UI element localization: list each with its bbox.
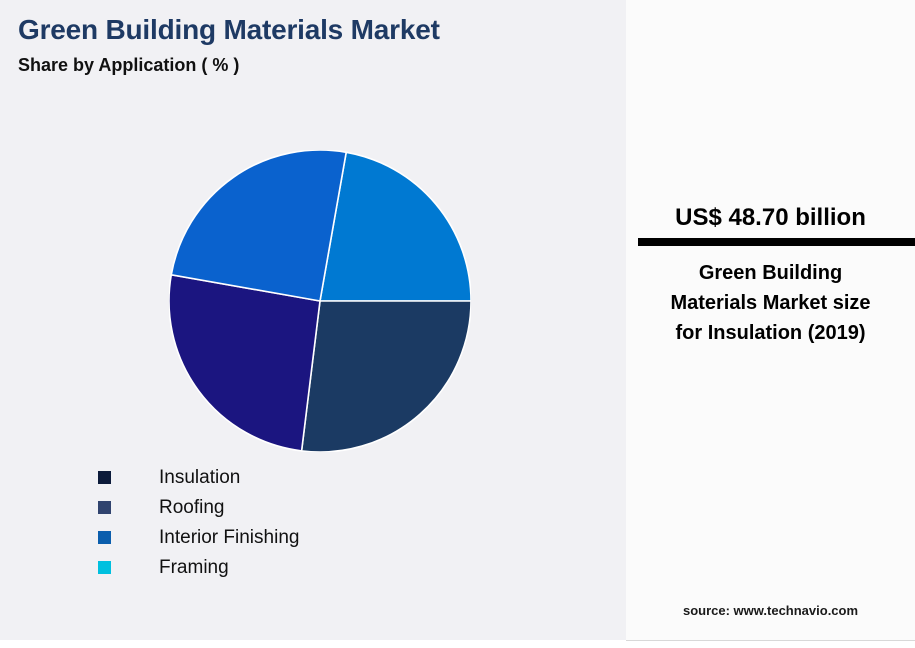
- legend-item-interior-finishing[interactable]: Interior Finishing: [98, 522, 518, 552]
- chart-legend: Insulation Roofing Interior Finishing Fr…: [98, 462, 518, 582]
- legend-item-label: Interior Finishing: [159, 526, 300, 548]
- legend-item-label: Insulation: [159, 466, 241, 488]
- title-block: Green Building Materials Market Share by…: [18, 12, 598, 77]
- callout-description: Green Building Materials Market size for…: [670, 262, 871, 345]
- legend-item-framing[interactable]: Framing: [98, 552, 518, 582]
- pie-chart-svg: [169, 150, 471, 452]
- bottom-strip: [0, 640, 915, 648]
- legend-swatch-icon: [98, 560, 111, 574]
- pie-slice-insulation[interactable]: [169, 273, 321, 452]
- callout-panel: US$ 48.70 billion Green Building Materia…: [626, 0, 915, 640]
- legend-swatch-icon: [98, 500, 111, 514]
- legend-item-label: Roofing: [159, 496, 225, 518]
- legend-item-roofing[interactable]: Roofing: [98, 492, 518, 522]
- callout-value: US$ 48.70 billion: [675, 204, 866, 231]
- bottom-hairline: [626, 640, 915, 641]
- source-attribution: source: www.technavio.com: [682, 603, 859, 618]
- legend-swatch-icon: [98, 470, 111, 484]
- legend-item-insulation[interactable]: Insulation: [98, 462, 518, 492]
- legend-item-label: Framing: [159, 556, 229, 578]
- callout-divider: [638, 238, 915, 247]
- pie-slice-roofing[interactable]: [300, 300, 471, 452]
- callout-block: US$ 48.70 billion Green Building Materia…: [626, 204, 915, 348]
- page-title: Green Building Materials Market: [18, 14, 440, 45]
- pie-slice-framing[interactable]: [319, 151, 471, 302]
- pie-chart: [169, 150, 471, 452]
- pie-slice-interior-finishing[interactable]: [170, 150, 348, 302]
- chart-subtitle: Share by Application ( % ): [18, 55, 240, 75]
- legend-swatch-icon: [98, 530, 111, 544]
- chart-panel: Green Building Materials Market Share by…: [0, 0, 626, 640]
